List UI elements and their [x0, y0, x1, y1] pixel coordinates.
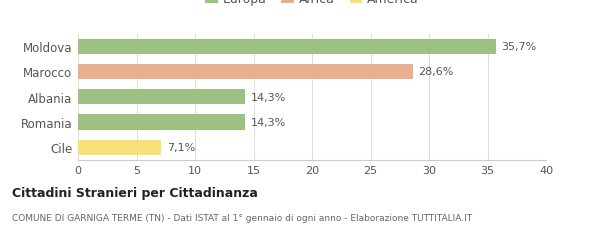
Text: 28,6%: 28,6% [418, 67, 454, 77]
Text: 14,3%: 14,3% [251, 117, 286, 128]
Text: 7,1%: 7,1% [167, 143, 195, 153]
Text: 35,7%: 35,7% [502, 42, 537, 52]
Bar [78, 115, 245, 130]
Text: Cittadini Stranieri per Cittadinanza: Cittadini Stranieri per Cittadinanza [12, 186, 258, 199]
Bar [78, 39, 496, 55]
Legend: Europa, Africa, America: Europa, Africa, America [205, 0, 419, 6]
Bar [78, 90, 245, 105]
Text: COMUNE DI GARNIGA TERME (TN) - Dati ISTAT al 1° gennaio di ogni anno - Elaborazi: COMUNE DI GARNIGA TERME (TN) - Dati ISTA… [12, 213, 472, 222]
Bar [78, 65, 413, 80]
Text: 14,3%: 14,3% [251, 92, 286, 102]
Bar [78, 140, 161, 155]
